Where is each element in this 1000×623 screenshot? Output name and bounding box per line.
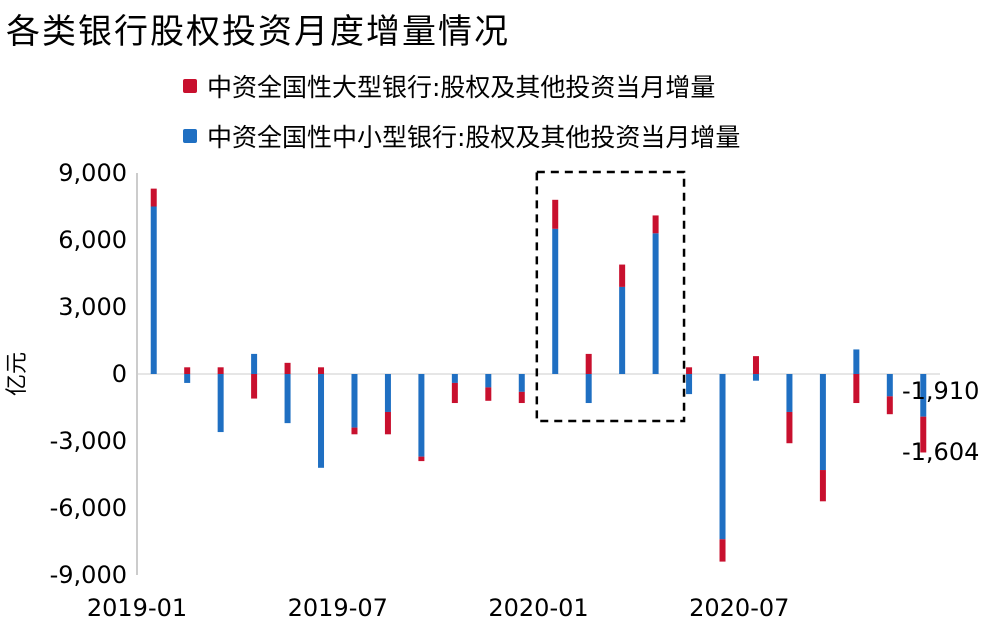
- bar-small-banks: [217, 374, 224, 433]
- bar-large-banks: [619, 264, 626, 287]
- bar-large-banks: [752, 356, 759, 374]
- bar-small-banks: [552, 228, 559, 374]
- bar-large-banks: [451, 382, 458, 404]
- bar-large-banks: [150, 188, 157, 207]
- bar-small-banks: [585, 374, 592, 404]
- bar-large-banks: [886, 396, 893, 415]
- legend-item-large-banks: 中资全国性大型银行:股权及其他投资当月增量: [183, 68, 715, 104]
- bar-small-banks: [786, 374, 793, 412]
- bar-large-banks: [853, 374, 860, 404]
- bar-small-banks: [451, 374, 458, 383]
- bar-large-banks: [251, 374, 258, 399]
- bar-small-banks: [351, 374, 358, 428]
- highlight-box: [535, 170, 686, 423]
- bar-large-banks: [351, 427, 358, 435]
- bar-small-banks: [752, 374, 759, 381]
- bar-small-banks: [485, 374, 492, 388]
- bar-large-banks: [652, 215, 659, 234]
- bar-large-banks: [786, 411, 793, 444]
- bar-large-banks: [719, 539, 726, 562]
- annotation-small-banks-last: -1,910: [902, 377, 979, 405]
- bar-small-banks: [384, 374, 391, 412]
- bar-large-banks: [418, 456, 425, 462]
- bar-small-banks: [418, 374, 425, 457]
- bar-small-banks: [619, 286, 626, 374]
- bar-large-banks: [585, 353, 592, 374]
- legend-swatch-red: [183, 79, 197, 93]
- bar-small-banks: [920, 374, 927, 417]
- bar-large-banks: [920, 416, 927, 453]
- y-tick-label: 6,000: [58, 226, 127, 254]
- bar-small-banks: [819, 374, 826, 471]
- y-tick-label: -9,000: [50, 561, 127, 589]
- y-tick-label: 3,000: [58, 293, 127, 321]
- bar-large-banks: [284, 362, 291, 374]
- legend-swatch-blue: [183, 129, 197, 143]
- bar-small-banks: [184, 374, 191, 383]
- x-tick-label: 2020-07: [689, 594, 789, 622]
- y-axis-label: 亿元: [5, 352, 30, 396]
- y-tick-label: -6,000: [50, 494, 127, 522]
- legend-label-large-banks: 中资全国性大型银行:股权及其他投资当月增量: [207, 73, 716, 102]
- bar-small-banks: [686, 374, 693, 395]
- bar-small-banks: [251, 353, 258, 374]
- bar-small-banks: [150, 206, 157, 374]
- bar-small-banks: [853, 349, 860, 374]
- bar-large-banks: [184, 367, 191, 374]
- bar-small-banks: [518, 374, 525, 392]
- x-tick-label: 2020-01: [488, 594, 588, 622]
- bar-large-banks: [518, 391, 525, 404]
- bar-large-banks: [686, 367, 693, 374]
- legend-item-small-banks: 中资全国性中小型银行:股权及其他投资当月增量: [183, 118, 740, 154]
- bar-large-banks: [217, 367, 224, 374]
- bar-small-banks: [719, 374, 726, 540]
- bar-small-banks: [652, 233, 659, 374]
- bar-large-banks: [318, 367, 325, 374]
- bar-small-banks: [318, 374, 325, 468]
- x-tick-label: 2019-07: [288, 594, 388, 622]
- bar-small-banks: [284, 374, 291, 424]
- bar-large-banks: [819, 470, 826, 502]
- y-tick-label: -3,000: [50, 427, 127, 455]
- bar-small-banks: [886, 374, 893, 397]
- bar-large-banks: [485, 387, 492, 401]
- annotation-large-banks-last: -1,604: [902, 438, 979, 466]
- y-tick-label: 9,000: [58, 159, 127, 187]
- bar-large-banks: [384, 411, 391, 435]
- chart-title: 各类银行股权投资月度增量情况: [6, 12, 510, 52]
- legend-label-small-banks: 中资全国性中小型银行:股权及其他投资当月增量: [207, 123, 741, 152]
- y-tick-label: 0: [112, 360, 127, 388]
- bar-large-banks: [552, 199, 559, 229]
- x-tick-label: 2019-01: [87, 594, 187, 622]
